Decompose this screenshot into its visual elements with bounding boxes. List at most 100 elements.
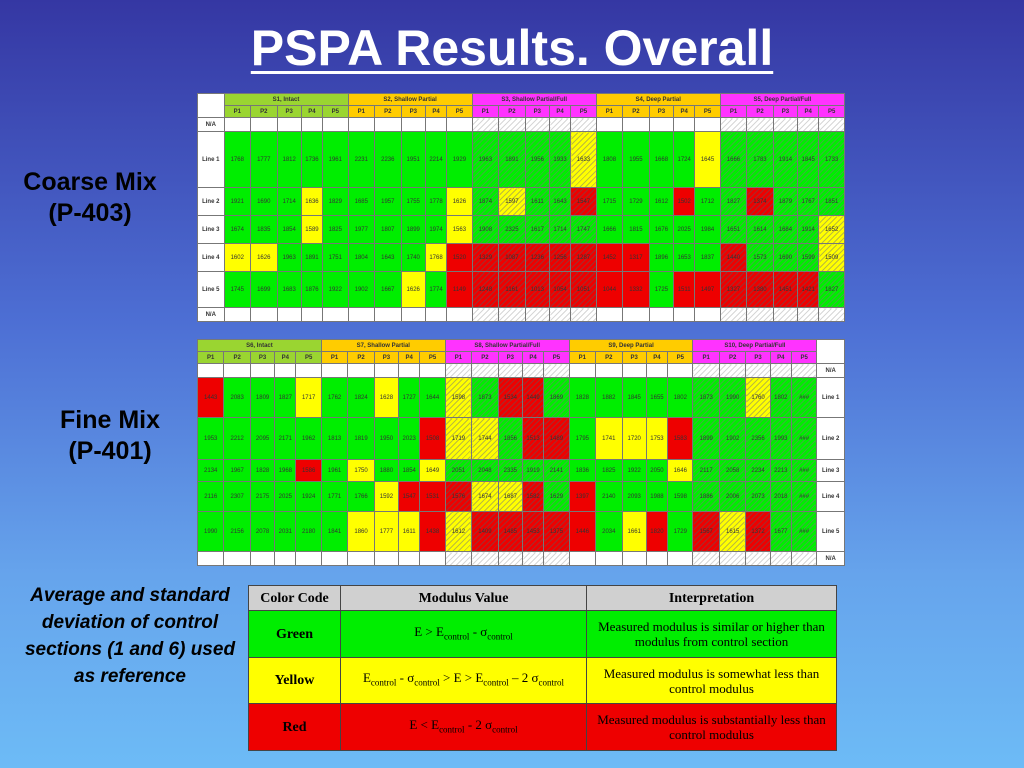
empty-cell	[274, 551, 297, 566]
modulus-cell: 1611	[398, 511, 421, 552]
empty-cell	[673, 307, 696, 322]
modulus-cell: 2031	[274, 511, 297, 552]
modulus-cell: 1714	[276, 187, 302, 216]
modulus-cell: 1547	[398, 481, 421, 512]
position-header: P3	[400, 105, 426, 118]
modulus-cell: 1768	[223, 131, 251, 188]
modulus-cell: 1421	[797, 271, 820, 308]
grid-row: 1443 2083 1809 1827 1717 1762 1824 1628 1727 1644…	[196, 377, 845, 418]
modulus-cell: 1443	[196, 377, 225, 418]
modulus-cell: 1149	[446, 271, 473, 308]
empty-cell	[347, 117, 376, 132]
modulus-cell: 1485	[497, 511, 524, 552]
modulus-cell: 1684	[772, 215, 799, 244]
empty-cell	[570, 117, 597, 132]
position-header: P1	[196, 351, 225, 364]
modulus-cell: 2078	[249, 511, 276, 552]
position-header: P5	[295, 351, 322, 364]
row-label: Line 2	[816, 417, 845, 460]
modulus-cell: 1576	[444, 481, 473, 512]
modulus-cell: 1674	[471, 481, 499, 512]
empty-cell	[497, 551, 524, 566]
modulus-cell: 1902	[718, 417, 747, 460]
modulus-cell: 1629	[543, 481, 570, 512]
modulus-cell: 2034	[595, 511, 623, 552]
modulus-cell: 1531	[419, 481, 446, 512]
empty-cell	[498, 117, 526, 132]
section-header: S8, Shallow Partial/Full	[444, 339, 570, 352]
position-header: P2	[498, 105, 526, 118]
modulus-cell: 1891	[498, 131, 526, 188]
modulus-cell: 1820	[645, 511, 669, 552]
empty-cell	[444, 551, 473, 566]
modulus-cell: 1921	[223, 187, 251, 216]
modulus-cell: 1626	[250, 243, 278, 272]
position-header: P3	[772, 105, 799, 118]
empty-cell	[648, 117, 675, 132]
modulus-cell: 1677	[769, 511, 792, 552]
modulus-cell: 1236	[524, 243, 551, 272]
modulus-cell: 1644	[419, 377, 446, 418]
position-header: P2	[374, 105, 402, 118]
position-header: P1	[347, 105, 376, 118]
modulus-cell: 1886	[692, 481, 720, 512]
position-header: P1	[444, 351, 473, 364]
empty-cell	[320, 363, 349, 378]
fine-mix-results-grid: S6, Intact S7, Shallow Partial S8, Shallow…	[196, 339, 845, 566]
modulus-cell: 1725	[648, 271, 675, 308]
position-header: P4	[673, 105, 696, 118]
modulus-cell: 1812	[276, 131, 302, 188]
empty-cell	[400, 117, 426, 132]
empty-cell	[419, 363, 446, 378]
modulus-cell: 1687	[497, 481, 524, 512]
modulus-cell: 2058	[718, 459, 747, 482]
modulus-cell: 1683	[276, 271, 302, 308]
modulus-cell: 1755	[400, 187, 426, 216]
empty-cell	[521, 551, 545, 566]
page-title: PSPA Results. Overall	[250, 20, 774, 76]
empty-cell	[419, 551, 446, 566]
modulus-cell: 1955	[622, 131, 650, 188]
empty-cell	[595, 551, 623, 566]
empty-cell	[471, 117, 500, 132]
modulus-cell: 1753	[645, 417, 669, 460]
modulus-cell: 1777	[250, 131, 278, 188]
modulus-cell: 1869	[543, 377, 570, 418]
modulus-cell: 1611	[524, 187, 551, 216]
modulus-cell: 1873	[692, 377, 720, 418]
empty-cell	[692, 363, 720, 378]
empty-cell	[745, 551, 771, 566]
modulus-cell: 1993	[769, 417, 792, 460]
modulus-cell: 1586	[295, 459, 322, 482]
modulus-cell: 1646	[667, 459, 694, 482]
row-label: Line 1	[197, 131, 225, 188]
row-label: N/A	[816, 551, 845, 566]
modulus-cell: 1808	[595, 131, 624, 188]
modulus-cell: 1332	[622, 271, 650, 308]
empty-cell	[347, 551, 375, 566]
empty-cell	[347, 363, 375, 378]
modulus-cell: 1409	[471, 511, 499, 552]
empty-cell	[347, 307, 376, 322]
empty-cell	[543, 363, 570, 378]
modulus-cell: 1845	[621, 377, 647, 418]
modulus-cell: 1668	[648, 131, 675, 188]
modulus-cell: 1880	[373, 459, 400, 482]
modulus-cell: 1961	[320, 459, 349, 482]
position-header: P5	[818, 105, 845, 118]
modulus-cell: 1961	[322, 131, 349, 188]
empty-cell	[548, 117, 572, 132]
fine-mix-name: Fine Mix	[59, 406, 160, 434]
position-header: P3	[524, 105, 551, 118]
empty-cell	[424, 307, 448, 322]
position-header: P1	[568, 351, 597, 364]
empty-cell	[719, 117, 748, 132]
legend-modulus-formula: E > Econtrol - σcontrol	[340, 610, 587, 658]
modulus-cell: 1626	[446, 187, 473, 216]
empty-cell	[772, 117, 799, 132]
modulus-cell: 1643	[548, 187, 572, 216]
modulus-cell: 1714	[548, 215, 572, 244]
modulus-cell: 1598	[667, 481, 694, 512]
position-header: P1	[595, 105, 624, 118]
modulus-cell: 2307	[223, 481, 251, 512]
